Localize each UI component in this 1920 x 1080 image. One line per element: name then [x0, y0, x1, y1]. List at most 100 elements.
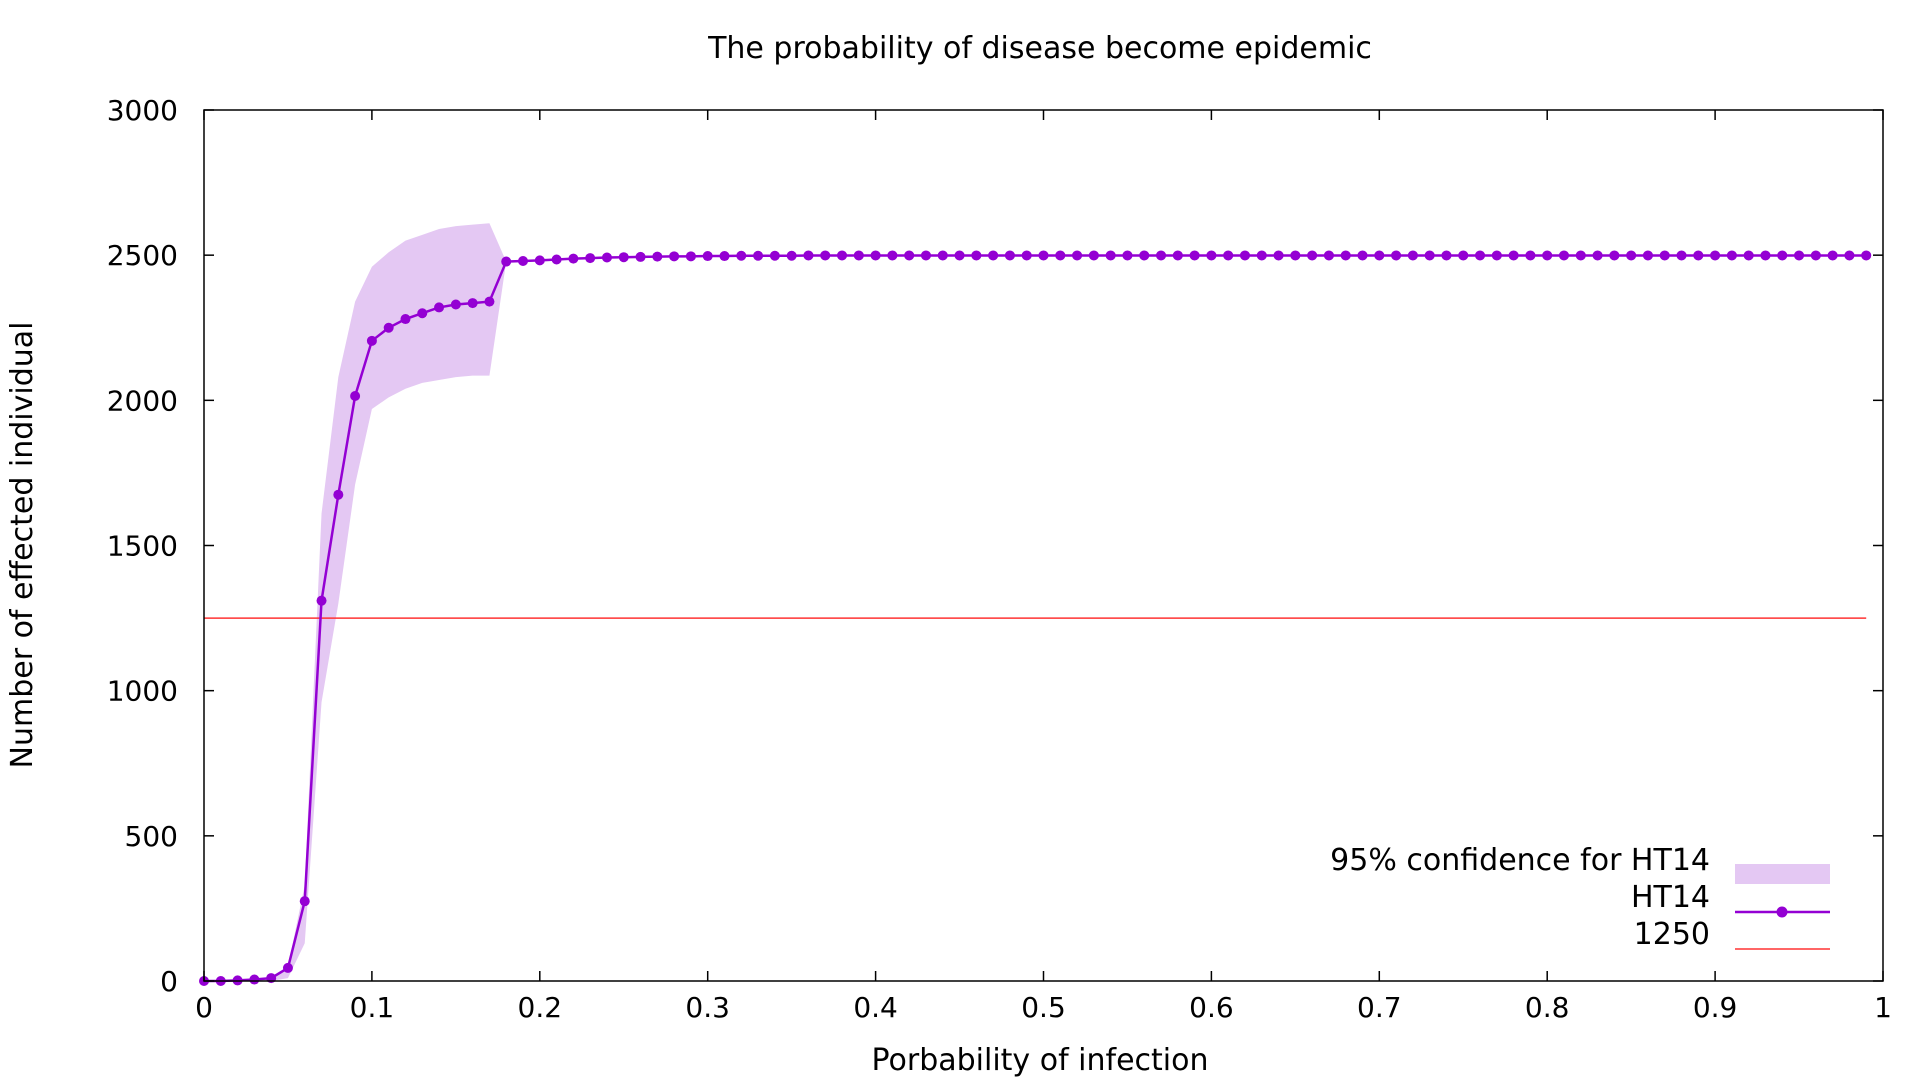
- legend-ht14-marker: [1776, 906, 1788, 918]
- ht14-point: [618, 252, 629, 263]
- ht14-point: [1861, 250, 1872, 261]
- ht14-point: [316, 595, 327, 606]
- ht14-point: [954, 250, 965, 261]
- ht14-point: [1206, 250, 1217, 261]
- ht14-point: [870, 250, 881, 261]
- x-tick-label: 0: [195, 991, 213, 1024]
- ht14-point: [702, 251, 713, 262]
- legend-ht14-label: HT14: [1631, 880, 1710, 915]
- ht14-point: [1475, 250, 1486, 261]
- ht14-point: [1139, 250, 1150, 261]
- x-axis-label: Porbability of infection: [871, 1043, 1208, 1078]
- ht14-point: [1592, 250, 1603, 261]
- ht14-point: [383, 322, 394, 333]
- ht14-point: [467, 298, 478, 309]
- ht14-point: [249, 974, 260, 985]
- ht14-point: [769, 250, 780, 261]
- ht14-point: [1088, 250, 1099, 261]
- ht14-point: [417, 308, 428, 319]
- ht14-point: [904, 250, 915, 261]
- y-axis-label: Number of effected individual: [5, 322, 40, 769]
- y-tick-label: 2000: [107, 384, 178, 417]
- ht14-series-layer: [204, 254, 1867, 983]
- ht14-point: [820, 250, 831, 261]
- ht14-point: [1777, 250, 1788, 261]
- y-tick-label: 2500: [107, 239, 178, 272]
- confidence-band-layer: [204, 223, 507, 982]
- legend-threshold-label: 1250: [1634, 917, 1710, 952]
- x-tick-label: 0.3: [685, 991, 730, 1024]
- ht14-point: [1508, 250, 1519, 261]
- ht14-point: [837, 250, 848, 261]
- ht14-point: [1558, 250, 1569, 261]
- ht14-point: [1021, 250, 1032, 261]
- x-tick-label: 0.4: [853, 991, 898, 1024]
- ht14-point: [434, 302, 445, 313]
- ht14-point: [518, 255, 529, 266]
- ht14-point: [1340, 250, 1351, 261]
- x-tick-label: 0.2: [518, 991, 563, 1024]
- x-tick-label: 1: [1874, 991, 1892, 1024]
- ht14-point: [1290, 250, 1301, 261]
- ht14-point: [1307, 250, 1318, 261]
- ht14-point: [1458, 250, 1469, 261]
- ht14-point: [1374, 250, 1385, 261]
- legend-band-swatch: [1735, 864, 1830, 884]
- ht14-point: [887, 250, 898, 261]
- ht14-point: [937, 250, 948, 261]
- ht14-point: [920, 250, 931, 261]
- ht14-point: [333, 489, 344, 500]
- ht14-point: [853, 250, 864, 261]
- x-tick-label: 0.1: [350, 991, 395, 1024]
- ht14-point: [1424, 250, 1435, 261]
- ht14-point: [1223, 250, 1234, 261]
- ht14-point: [1525, 250, 1536, 261]
- ht14-point: [1491, 250, 1502, 261]
- ht14-point: [1105, 250, 1116, 261]
- ht14-point: [350, 390, 361, 401]
- ht14-point: [299, 896, 310, 907]
- ht14-point: [585, 253, 596, 264]
- ht14-point: [685, 251, 696, 262]
- ht14-point: [1004, 250, 1015, 261]
- ht14-point: [652, 251, 663, 262]
- x-tick-label: 0.7: [1357, 991, 1402, 1024]
- y-tick-label: 1500: [107, 530, 178, 563]
- ht14-point: [988, 250, 999, 261]
- ht14-point: [1575, 250, 1586, 261]
- x-tick-label: 0.6: [1189, 991, 1234, 1024]
- ht14-point: [551, 254, 562, 265]
- ht14-point: [501, 256, 512, 267]
- ht14-point: [1760, 250, 1771, 261]
- x-tick-label: 0.8: [1525, 991, 1570, 1024]
- ht14-point: [1710, 250, 1721, 261]
- ht14-point: [786, 250, 797, 261]
- y-tick-label: 0: [160, 965, 178, 998]
- ht14-point: [282, 962, 293, 973]
- ht14-point: [1357, 250, 1368, 261]
- chart-title: The probability of disease become epidem…: [707, 31, 1372, 66]
- y-tick-label: 1000: [107, 675, 178, 708]
- ht14-point: [1391, 250, 1402, 261]
- ht14-point: [1172, 250, 1183, 261]
- ht14-point: [400, 314, 411, 325]
- ht14-point: [1189, 250, 1200, 261]
- ht14-point: [1407, 250, 1418, 261]
- ht14-point: [736, 250, 747, 261]
- ht14-marker-layer: [199, 250, 1872, 986]
- legend: 95% confidence for HT14 HT14 1250: [1330, 843, 1830, 952]
- ht14-point: [753, 250, 764, 261]
- ht14-point: [719, 251, 730, 262]
- ht14-point: [366, 335, 377, 346]
- ht14-point: [1055, 250, 1066, 261]
- ht14-point: [1693, 250, 1704, 261]
- ht14-point: [1642, 250, 1653, 261]
- y-tick-label: 3000: [107, 94, 178, 127]
- tick-layer: 0 0.1 0.2 0.3 0.4 0.5 0.6 0.7 0.8 0.9 1 0 500 1000 150…: [107, 94, 1892, 1024]
- ht14-point: [971, 250, 982, 261]
- ht14-point: [1659, 250, 1670, 261]
- x-tick-label: 0.9: [1693, 991, 1738, 1024]
- ht14-point: [803, 250, 814, 261]
- ht14-point: [1626, 250, 1637, 261]
